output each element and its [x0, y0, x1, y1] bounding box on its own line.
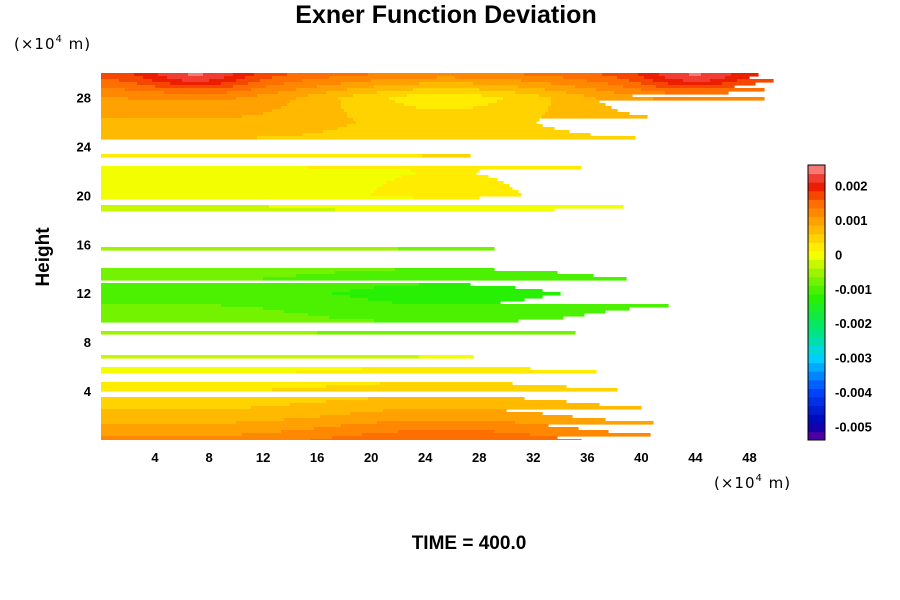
- colorbar-tick-label: 0.002: [835, 179, 868, 194]
- colorbar-level: [808, 397, 825, 407]
- colorbar-level: [808, 293, 825, 303]
- colorbar-level: [808, 362, 825, 372]
- y-tick-label: 28: [77, 90, 91, 105]
- colorbar-tick-label: 0.001: [835, 213, 868, 228]
- x-tick-label: 32: [526, 450, 540, 465]
- colorbar-level: [808, 336, 825, 346]
- colorbar-level: [808, 311, 825, 321]
- colorbar-level: [808, 422, 825, 432]
- colorbar-tick-label: -0.002: [835, 316, 872, 331]
- y-tick-label: 4: [84, 384, 92, 399]
- chart-title: Exner Function Deviation: [295, 1, 596, 29]
- y-axis-label: Height: [33, 227, 54, 287]
- colorbar-level: [808, 216, 825, 226]
- y-unit-exponent: 4: [56, 34, 63, 45]
- colorbar: [807, 164, 826, 441]
- colorbar-level: [808, 182, 825, 192]
- x-tick-label: 4: [151, 450, 159, 465]
- time-annotation: TIME = 400.0: [412, 533, 527, 554]
- colorbar-tick-label: -0.003: [835, 351, 872, 366]
- colorbar-level: [808, 414, 825, 424]
- colorbar-level: [808, 345, 825, 355]
- colorbar-tick-label: -0.005: [835, 419, 872, 434]
- x-axis-ticks: 4 8 12 16 20 24 28 32 36 40 44 48: [151, 450, 756, 465]
- x-tick-label: 28: [472, 450, 486, 465]
- colorbar-level: [808, 379, 825, 389]
- y-axis-ticks: 4 8 12 16 20 24 28: [77, 90, 92, 399]
- colorbar-level: [808, 388, 825, 398]
- colorbar-level: [808, 431, 825, 441]
- colorbar-level: [808, 165, 825, 175]
- x-tick-label: 24: [418, 450, 433, 465]
- colorbar-level: [808, 302, 825, 312]
- y-unit-prefix: (×10: [14, 35, 56, 53]
- colorbar-level: [808, 276, 825, 286]
- colorbar-level: [808, 225, 825, 235]
- colorbar-level: [808, 173, 825, 183]
- colorbar-level: [808, 328, 825, 338]
- colorbar-tick-label: 0: [835, 247, 842, 262]
- colorbar-level: [808, 259, 825, 269]
- x-unit-label: (×104 m): [714, 473, 791, 492]
- x-unit-exponent: 4: [756, 473, 763, 484]
- y-tick-label: 8: [84, 335, 91, 350]
- colorbar-level: [808, 233, 825, 243]
- colorbar-level: [808, 242, 825, 252]
- x-tick-label: 48: [742, 450, 756, 465]
- x-tick-label: 20: [364, 450, 378, 465]
- colorbar-level: [808, 285, 825, 295]
- colorbar-tick-labels: 0.002 0.001 0 -0.001 -0.002 -0.003 -0.004 -0.00…: [835, 179, 873, 435]
- colorbar-frame: [807, 164, 826, 441]
- colorbar-tick-label: -0.001: [835, 282, 872, 297]
- colorbar-level: [808, 371, 825, 381]
- x-tick-label: 40: [634, 450, 648, 465]
- y-tick-label: 24: [77, 139, 92, 154]
- colorbar-level: [808, 207, 825, 218]
- x-tick-label: 36: [580, 450, 594, 465]
- y-unit-suffix: m): [63, 35, 91, 53]
- x-unit-prefix: (×10: [714, 474, 756, 492]
- colorbar-tick-label: -0.004: [835, 385, 873, 400]
- y-tick-label: 12: [77, 286, 91, 301]
- colorbar-level: [808, 405, 825, 415]
- y-unit-label: (×104 m): [14, 34, 91, 53]
- colorbar-level: [808, 199, 825, 209]
- x-tick-label: 16: [310, 450, 324, 465]
- y-tick-label: 20: [77, 188, 91, 203]
- colorbar-level: [808, 354, 825, 364]
- colorbar-level: [808, 268, 825, 278]
- x-tick-label: 12: [256, 450, 270, 465]
- colorbar-level: [808, 319, 825, 329]
- colorbar-level: [808, 190, 825, 200]
- x-tick-label: 8: [205, 450, 212, 465]
- x-tick-label: 44: [688, 450, 703, 465]
- y-tick-label: 16: [77, 237, 91, 252]
- colorbar-level: [808, 250, 825, 261]
- plot-area: [101, 73, 774, 440]
- x-unit-suffix: m): [763, 474, 791, 492]
